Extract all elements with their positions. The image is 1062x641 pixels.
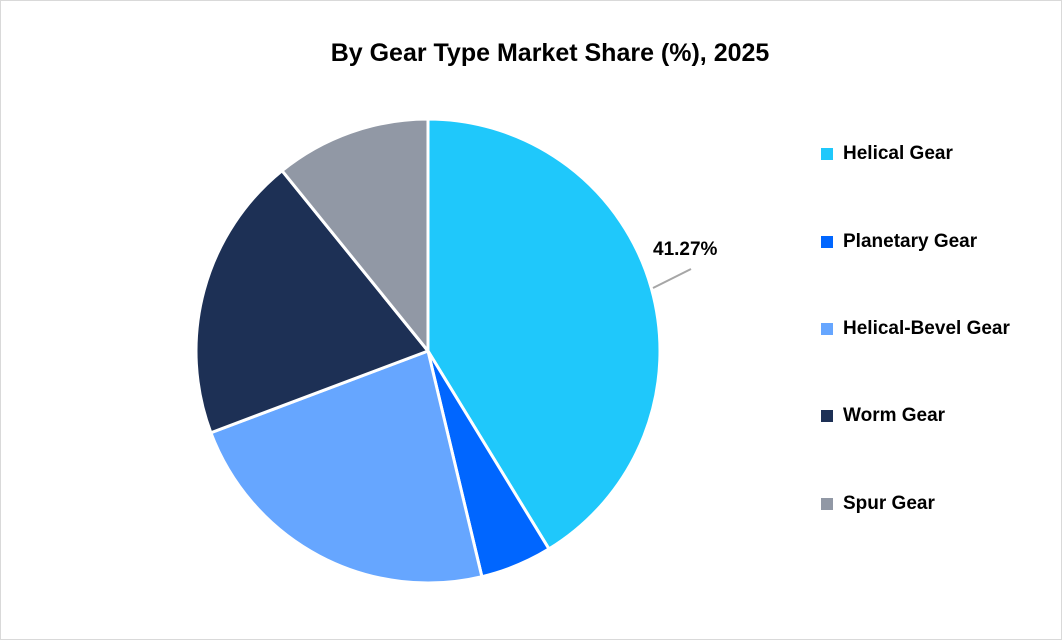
legend-item-planetary: Planetary Gear (821, 227, 977, 257)
swatch-icon (821, 410, 833, 422)
swatch-icon (821, 323, 833, 335)
legend-item-worm: Worm Gear (821, 401, 945, 431)
data-label-helical: 41.27% (653, 239, 718, 260)
chart-title: By Gear Type Market Share (%), 2025 (330, 39, 770, 67)
swatch-icon (821, 236, 833, 248)
pie-slices (194, 117, 662, 585)
legend-label: Worm Gear (843, 405, 946, 426)
legend-label: Helical-Bevel Gear (843, 318, 1010, 339)
swatch-icon (821, 498, 833, 510)
pie-slice-spur-gear (280, 117, 430, 353)
legend-label: Planetary Gear (843, 231, 978, 252)
legend-label: Spur Gear (843, 493, 935, 514)
legend-item-helical: Helical Gear (821, 139, 953, 169)
pie-slice-worm-gear (194, 169, 430, 435)
legend-item-spur: Spur Gear (821, 489, 935, 519)
pie-slice-helical-gear (426, 117, 662, 551)
leader-line (652, 268, 692, 289)
pie-slice-helical-bevel-gear (209, 349, 484, 585)
legend-item-helical-bevel: Helical-Bevel Gear (821, 314, 1010, 344)
legend-label: Helical Gear (843, 143, 953, 164)
swatch-icon (821, 148, 833, 160)
